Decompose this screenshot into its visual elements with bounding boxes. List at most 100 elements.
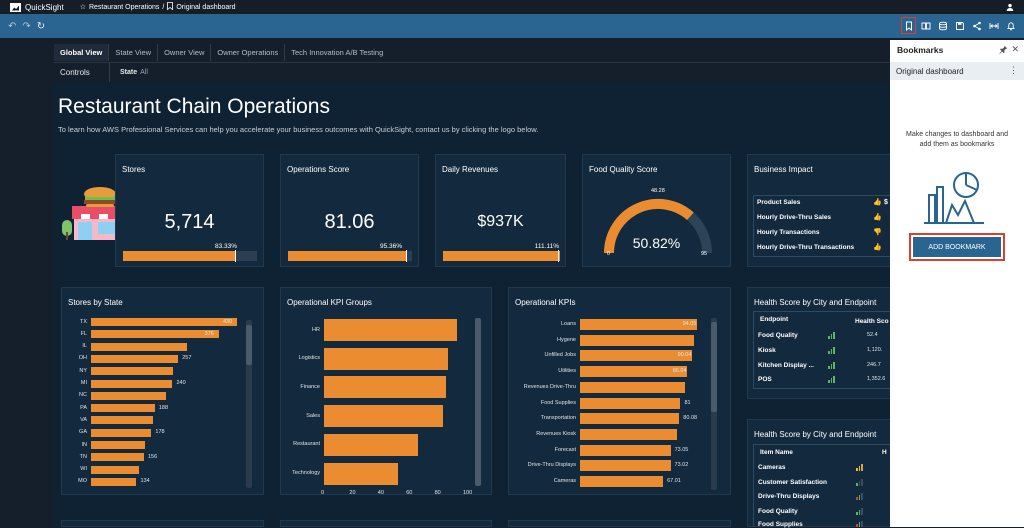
quicksight-logo[interactable]: QuickSight xyxy=(10,2,80,12)
page-subtitle: To learn how AWS Professional Services c… xyxy=(58,125,539,134)
share-button[interactable] xyxy=(969,17,984,34)
book-button[interactable] xyxy=(918,17,933,34)
kpi-groups-bar[interactable] xyxy=(324,376,447,399)
signal-bars-icon xyxy=(856,520,863,527)
pin-icon[interactable] xyxy=(999,45,1008,54)
save-icon xyxy=(955,21,964,30)
column-header-endpoint[interactable]: Endpoint xyxy=(760,316,789,323)
op-kpis-category-label: Revenues Drive-Thru xyxy=(523,383,576,390)
op-kpis-bar[interactable] xyxy=(580,319,697,330)
op-kpis-bar[interactable] xyxy=(580,428,677,440)
stores-by-state-bar[interactable] xyxy=(91,416,154,425)
op-kpis-bar[interactable] xyxy=(580,413,680,425)
bookmark-item-original[interactable]: Original dashboard ⋮ xyxy=(890,62,1024,80)
column-header-health-score[interactable]: Health Sco xyxy=(855,318,889,325)
chart-card-partial[interactable] xyxy=(280,520,492,527)
kpi-groups-scrollbar[interactable] xyxy=(475,318,481,486)
op-kpis-bar[interactable] xyxy=(580,366,687,378)
op-kpis-bar[interactable] xyxy=(580,444,671,456)
stores-chart-scroll-thumb[interactable] xyxy=(246,325,252,365)
database-button[interactable] xyxy=(935,17,950,34)
stores-by-state-bar[interactable] xyxy=(91,379,173,388)
kpi-progress-fill xyxy=(443,251,560,261)
op-kpis-bar[interactable] xyxy=(580,350,692,362)
chart-card-partial[interactable] xyxy=(61,520,264,527)
health-score-card-item[interactable]: Health Score by City and Endpoint xyxy=(747,419,890,527)
redo-icon[interactable]: ↷ xyxy=(22,20,31,32)
user-icon[interactable] xyxy=(1006,3,1014,11)
kpi-groups-axis-tick: 80 xyxy=(434,490,441,496)
gauge-card-food-quality[interactable]: Food Quality Score 48.28 0 95 50.82% xyxy=(582,154,731,267)
kpi-groups-category-label: Logistics xyxy=(298,355,320,362)
health-row-label: POS xyxy=(758,376,772,383)
kpi-target-tick xyxy=(558,250,560,262)
kpi-progress-bar xyxy=(288,250,412,262)
tab-owner-operations[interactable]: Owner Operations xyxy=(211,44,286,61)
kpi-value: 5,714 xyxy=(164,211,215,233)
save-button[interactable] xyxy=(952,17,967,34)
kpi-progress-fill xyxy=(288,251,407,261)
add-bookmark-button[interactable]: ADD BOOKMARK xyxy=(909,233,1005,261)
column-header-item-name[interactable]: Item Name xyxy=(760,449,793,456)
stores-by-state-bar[interactable] xyxy=(91,391,166,400)
tab-owner-view[interactable]: Owner View xyxy=(158,44,212,61)
breadcrumb-dashboard[interactable]: Original dashboard xyxy=(176,3,236,11)
op-kpis-category-label: Drive-Thru Displays xyxy=(527,462,576,469)
business-impact-card[interactable]: Business Impact xyxy=(747,154,890,267)
tab-tech-innovation[interactable]: Tech Innovation A/B Testing xyxy=(291,48,384,57)
stores-by-state-bar[interactable] xyxy=(91,428,152,437)
health-score-card-endpoint[interactable]: Health Score by City and Endpoint xyxy=(747,287,890,399)
op-kpis-scroll-thumb[interactable] xyxy=(711,322,717,412)
kpi-title: Daily Revenues xyxy=(442,165,499,174)
stores-by-state-category-label: TN xyxy=(79,453,87,460)
op-kpis-bar[interactable] xyxy=(580,460,671,472)
thumbs-down-icon: 👎 xyxy=(873,229,882,236)
stores-by-state-bar[interactable] xyxy=(91,318,237,326)
tab-state-view[interactable]: State View xyxy=(109,44,159,61)
kpi-groups-bar[interactable] xyxy=(324,347,448,370)
stores-by-state-bar[interactable] xyxy=(91,342,188,351)
bookmarks-button[interactable] xyxy=(901,17,916,34)
chart-card-partial[interactable] xyxy=(508,520,731,527)
column-header-health[interactable]: H xyxy=(882,449,887,456)
stores-by-state-bar[interactable] xyxy=(91,441,146,449)
stores-chart-scrollbar[interactable] xyxy=(246,320,252,488)
op-kpis-bar[interactable] xyxy=(580,381,686,393)
kpi-groups-bar[interactable] xyxy=(324,319,458,341)
thumbs-up-icon: 👍 xyxy=(873,199,882,206)
op-kpis-value-label: 90.04 xyxy=(677,352,692,359)
sheet-tabs: Global View State View Owner View Owner … xyxy=(54,44,890,61)
kpi-card-operations-score[interactable]: Operations Score 81.06 95.36% xyxy=(280,154,419,267)
reset-icon[interactable]: ↻ xyxy=(36,20,46,32)
op-kpis-category-label: Revenues Kiosk xyxy=(536,430,576,437)
chart-title: Operational KPI Groups xyxy=(287,298,372,307)
stores-by-state-bar[interactable] xyxy=(91,404,155,413)
state-filter-value[interactable]: All xyxy=(140,68,148,76)
kpi-card-stores[interactable]: Stores 5,714 83.33% xyxy=(115,154,264,267)
signal-bars-icon xyxy=(828,346,835,354)
more-options-icon[interactable]: ⋮ xyxy=(1009,65,1018,75)
op-kpis-bar[interactable] xyxy=(580,334,695,346)
breadcrumb-analysis[interactable]: Restaurant Operations xyxy=(88,3,160,11)
stores-by-state-bar[interactable] xyxy=(91,330,219,339)
stores-by-state-bar[interactable] xyxy=(91,453,144,462)
kpi-percent: 95.36% xyxy=(379,243,402,250)
op-kpis-bar[interactable] xyxy=(580,476,664,487)
notifications-button[interactable] xyxy=(1003,17,1018,34)
fit-width-button[interactable] xyxy=(986,17,1001,34)
kpi-groups-bar[interactable] xyxy=(324,433,418,456)
stores-by-state-bar[interactable] xyxy=(91,354,179,363)
kpi-card-daily-revenues[interactable]: Daily Revenues $937K 111.11% xyxy=(435,154,566,267)
kpi-groups-bar[interactable] xyxy=(324,462,398,485)
tab-global-view[interactable]: Global View xyxy=(54,44,110,61)
stores-by-state-bar[interactable] xyxy=(91,477,137,486)
controls-toggle[interactable]: Controls xyxy=(60,62,110,82)
op-kpis-bar[interactable] xyxy=(580,397,681,409)
stores-by-state-bar[interactable] xyxy=(91,367,173,376)
kpi-groups-bar[interactable] xyxy=(324,405,444,428)
close-icon[interactable]: ✕ xyxy=(1011,44,1019,54)
stores-by-state-value-label: 430 xyxy=(223,318,233,325)
undo-icon[interactable]: ↶ xyxy=(8,20,17,32)
star-icon[interactable]: ☆ xyxy=(79,4,86,11)
stores-by-state-bar[interactable] xyxy=(91,465,139,474)
